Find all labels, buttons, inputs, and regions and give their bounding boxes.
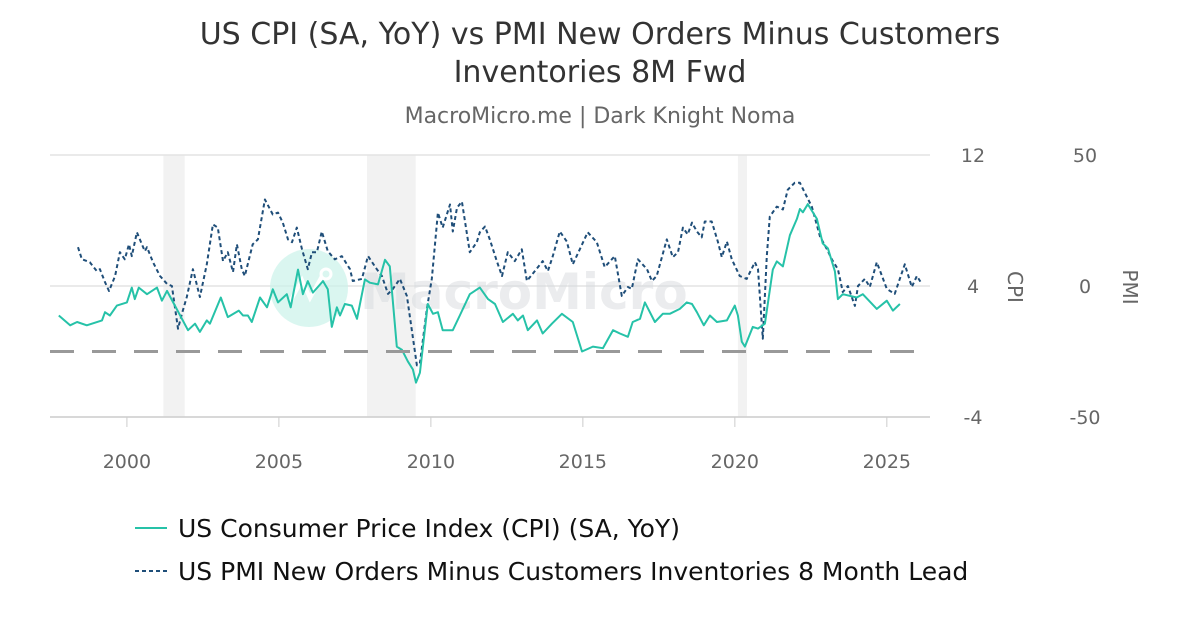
watermark-logo-mark [288, 275, 324, 303]
series-layer [58, 181, 923, 384]
chart-subtitle: MacroMicro.me | Dark Knight Noma [405, 104, 796, 129]
axes: 2000 2005 2010 2015 2020 2025 12 4 -4 50 0 -50 CPI PM… [50, 145, 1142, 473]
x-tick-label: 2010 [407, 451, 455, 473]
pmi-tick-label: 0 [1079, 276, 1091, 298]
chart-title-line-1: US CPI (SA, YoY) vs PMI New Orders Minus… [200, 17, 1001, 52]
legend-label-cpi: US Consumer Price Index (CPI) (SA, YoY) [178, 514, 680, 543]
x-tick-label: 2025 [863, 451, 911, 473]
legend-item-pmi[interactable]: US PMI New Orders Minus Customers Invent… [135, 557, 968, 586]
x-tick-label: 2015 [559, 451, 607, 473]
watermark-logo-icon [270, 249, 348, 327]
legend-item-cpi[interactable]: US Consumer Price Index (CPI) (SA, YoY) [135, 514, 680, 543]
cpi-series-line [58, 203, 901, 384]
cpi-tick-label: 12 [961, 145, 985, 167]
x-tick-label: 2000 [103, 451, 151, 473]
legend: US Consumer Price Index (CPI) (SA, YoY) … [135, 514, 968, 586]
x-tick-label: 2005 [255, 451, 303, 473]
cpi-tick-label: -4 [964, 407, 983, 429]
cpi-axis-title: CPI [1003, 271, 1027, 303]
legend-label-pmi: US PMI New Orders Minus Customers Invent… [178, 557, 968, 586]
watermark: MacroMicro [270, 249, 688, 327]
grid [50, 154, 930, 287]
pmi-tick-label: 50 [1073, 145, 1097, 167]
chart-title-line-2: Inventories 8M Fwd [454, 55, 747, 90]
pmi-tick-label: -50 [1069, 407, 1100, 429]
watermark-text: MacroMicro [360, 263, 688, 321]
x-tick-label: 2020 [711, 451, 759, 473]
cpi-tick-label: 4 [967, 276, 979, 298]
pmi-series-line [77, 181, 923, 367]
watermark-logo-dot [319, 267, 333, 281]
pmi-axis-title: PMI [1118, 269, 1142, 304]
